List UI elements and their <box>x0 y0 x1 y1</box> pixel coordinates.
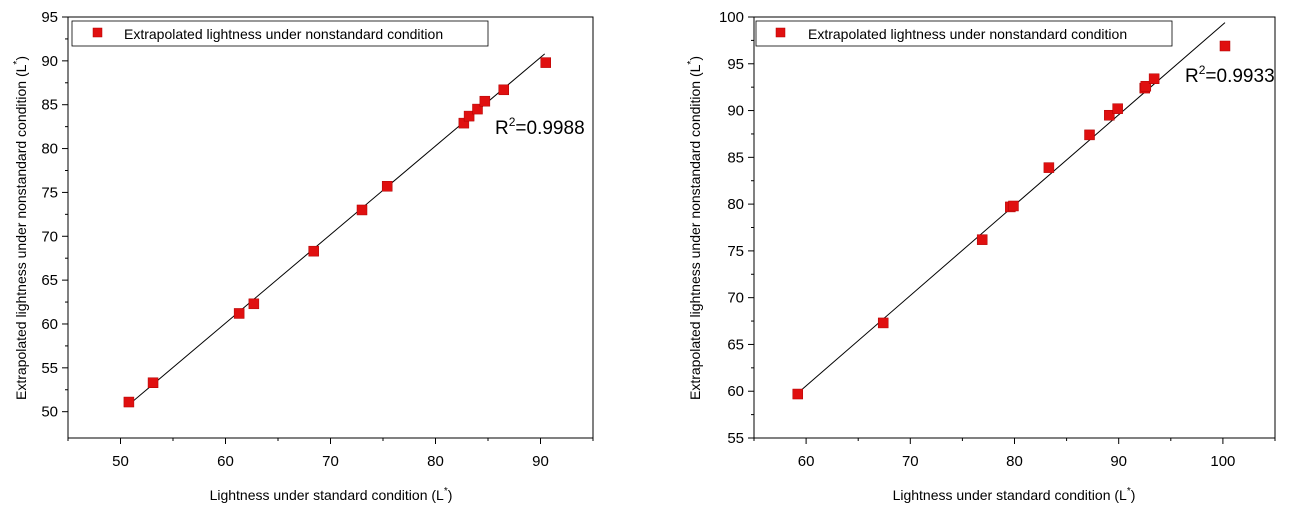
right-data-point <box>792 388 804 400</box>
left-y-tick-label: 75 <box>41 184 58 201</box>
left-data-point <box>498 84 509 96</box>
left-x-tick-label: 60 <box>217 453 234 470</box>
right-data-point <box>1084 129 1095 141</box>
left-y-tick-label: 95 <box>41 9 58 26</box>
right-data-point <box>877 317 889 329</box>
left-y-tick-label: 85 <box>41 97 58 114</box>
right-y-tick-label: 95 <box>727 56 744 73</box>
right-x-tick-label: 80 <box>1006 453 1023 470</box>
right-legend-box <box>755 20 1173 47</box>
left-data-point <box>472 103 483 115</box>
left-data-point <box>147 377 159 388</box>
right-legend: Extrapolated lightness under nonstandard… <box>755 20 1173 47</box>
right-legend-label: Extrapolated lightness under nonstandard… <box>808 26 1127 42</box>
right-y-tick-label: 70 <box>727 290 744 307</box>
right-data-point <box>1112 103 1123 114</box>
right-data-point <box>1219 40 1231 52</box>
right-x-tick-label: 90 <box>1110 453 1127 470</box>
right-y-tick-label: 85 <box>727 149 744 166</box>
right-x-axis-label: Lightness under standard condition (L*) <box>893 486 1136 503</box>
left-data-point <box>123 396 135 408</box>
right-y-tick-label: 55 <box>727 430 744 447</box>
left-data-point <box>308 245 319 257</box>
right-y-tick-label: 75 <box>727 243 744 260</box>
left-x-tick-label: 70 <box>322 453 339 470</box>
right-x-tick-label: 70 <box>902 453 919 470</box>
right-data-point <box>1140 80 1152 92</box>
left-data-point <box>540 57 551 68</box>
right-y-axis-label: Extrapolated lightness under nonstandard… <box>686 56 703 400</box>
left-legend: Extrapolated lightness under nonstandard… <box>71 20 489 47</box>
left-x-tick-label: 80 <box>427 453 444 470</box>
right-y-tick-label: 65 <box>727 336 744 353</box>
left-data-point <box>479 95 491 107</box>
left-y-tick-label: 80 <box>41 141 58 158</box>
left-data-point <box>248 298 260 310</box>
left-legend-box <box>71 20 489 47</box>
left-x-axis-label: Lightness under standard condition (L*) <box>210 486 453 503</box>
left-y-tick-label: 60 <box>41 316 58 333</box>
right-data-point <box>1008 200 1019 212</box>
right-y-tick-label: 60 <box>727 383 744 400</box>
right-legend-marker <box>775 27 786 38</box>
chart-left: 50 60 70 80 90 50 55 60 65 70 75 80 85 90 95 Extrapola… <box>12 9 594 503</box>
right-x-tick-label: 60 <box>798 453 815 470</box>
right-data-point <box>1043 162 1055 173</box>
chart-right: 60 70 80 90 100 55 60 65 70 75 80 85 90 95 100 Extrapo… <box>686 9 1276 503</box>
right-y-tick-label: 90 <box>727 103 744 120</box>
left-y-tick-label: 65 <box>41 272 58 289</box>
left-data-point <box>463 110 475 122</box>
left-x-tick-label: 50 <box>112 453 129 470</box>
left-x-tick-label: 90 <box>532 453 549 470</box>
right-y-tick-label: 100 <box>719 9 744 26</box>
right-data-point <box>1148 73 1160 84</box>
right-r2-annotation: R2=0.9933 <box>1185 63 1275 87</box>
right-y-tick-label: 80 <box>727 196 744 213</box>
left-legend-label: Extrapolated lightness under nonstandard… <box>124 26 443 42</box>
left-y-tick-label: 90 <box>41 53 58 70</box>
left-y-tick-label: 50 <box>41 404 58 421</box>
left-legend-marker <box>92 27 103 38</box>
left-data-point <box>381 181 393 192</box>
right-data-point <box>1104 109 1115 121</box>
right-data-point <box>976 234 988 245</box>
left-y-tick-label: 70 <box>41 228 58 245</box>
left-data-point <box>356 204 368 216</box>
left-r2-annotation: R2=0.9988 <box>495 115 585 139</box>
left-y-axis-label: Extrapolated lightness under nonstandard… <box>12 56 29 400</box>
left-y-tick-label: 55 <box>41 360 58 377</box>
right-x-tick-label: 100 <box>1210 453 1235 470</box>
left-data-point <box>233 308 245 319</box>
